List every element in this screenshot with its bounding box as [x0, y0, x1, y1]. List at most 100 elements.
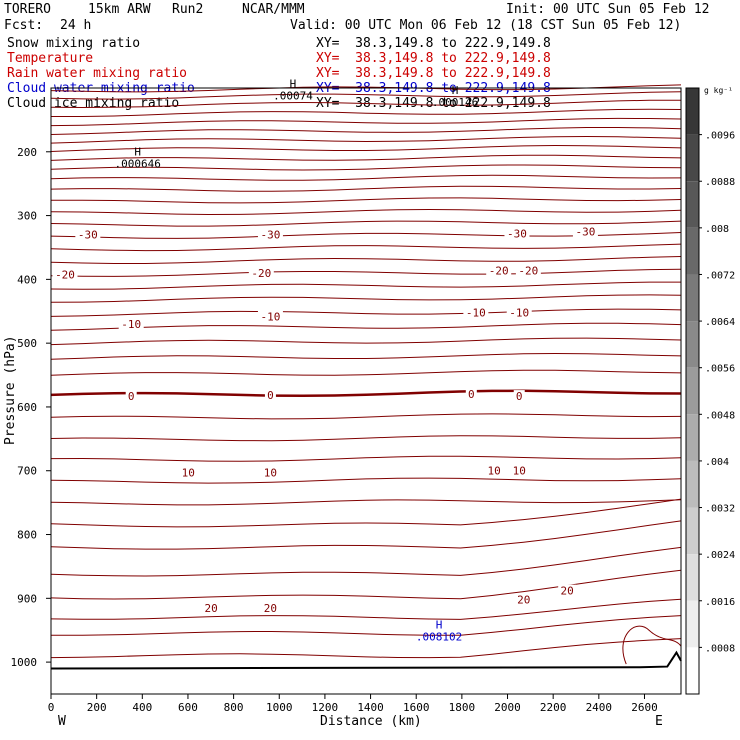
forecast-hour: 24 h — [60, 18, 92, 33]
east-end-label: E — [655, 714, 663, 729]
x-tick-label: 600 — [178, 701, 198, 714]
isotherm-line — [50, 281, 681, 290]
x-tick-label: 200 — [87, 701, 107, 714]
x-tick-label: 1000 — [266, 701, 293, 714]
x-tick-label: 1800 — [449, 701, 476, 714]
isotherm-line — [50, 598, 682, 620]
field-xy-cloud-ice: XY= 38.3,149.8 to 222.9,149.8 — [316, 96, 551, 111]
colorbar-swatch — [686, 367, 699, 415]
x-tick-label: 1600 — [403, 701, 430, 714]
contour-label: -10 — [260, 310, 280, 323]
colorbar: g kg⁻¹ .0096 .0088 .008 .0072 .0064 .0056 .0048… — [685, 86, 735, 695]
high-marker: H — [134, 145, 141, 158]
colorbar-swatch — [686, 227, 699, 275]
contour-label: -20 — [251, 267, 271, 280]
x-tick-label: 2600 — [631, 701, 658, 714]
field-name-rain: Rain water mixing ratio — [7, 66, 188, 81]
high-marker: H — [452, 84, 459, 97]
extremum-value: .008102 — [416, 631, 462, 644]
x-axis-title: Distance (km) — [320, 714, 422, 729]
axes: 0 200 400 600 800 1000 1200 1400 1600 1800 2000 220… — [11, 146, 658, 714]
isotherm-line — [50, 569, 682, 600]
valid-time: Valid: 00 UTC Mon 06 Feb 12 (18 CST Sun … — [290, 18, 682, 33]
colorbar-label: .0024 — [705, 550, 735, 561]
isotherm-line — [50, 498, 682, 528]
isotherm-line — [50, 220, 682, 227]
colorbar-swatch — [686, 274, 699, 322]
contour-label-bg — [257, 310, 283, 323]
contour-label: -20 — [489, 264, 509, 277]
contour-label-bg — [261, 466, 280, 479]
x-tick-label: 0 — [48, 701, 55, 714]
isotherm-line — [50, 389, 682, 398]
x-tick-label: 400 — [132, 701, 152, 714]
isotherm-line — [50, 208, 682, 216]
colorbar-label: .0096 — [705, 131, 735, 142]
contour-label: -30 — [260, 229, 280, 242]
contour-label: -30 — [507, 227, 527, 240]
y-tick-label: 300 — [17, 210, 37, 223]
contour-label: -30 — [575, 226, 595, 239]
contour-label: 20 — [561, 585, 574, 598]
y-tick-label: 800 — [17, 529, 37, 542]
plot-frame — [50, 87, 682, 695]
high-marker: H — [290, 78, 297, 91]
contour-label-bg — [125, 390, 137, 403]
isotherm-line — [50, 520, 682, 550]
contour-label-bg — [52, 268, 78, 281]
isotherm-line — [50, 99, 682, 109]
isotherm-line — [50, 174, 682, 181]
isotherm-line — [50, 615, 682, 636]
colorbar-swatch — [686, 414, 699, 461]
isotherm-line — [50, 369, 682, 376]
contour-label: 10 — [182, 467, 195, 480]
colorbar-unit: g kg⁻¹ — [704, 86, 733, 95]
y-axis-title: Pressure (hPa) — [3, 335, 18, 445]
colorbar-swatch — [686, 88, 699, 135]
isotherm-line — [50, 294, 682, 303]
isotherm-line — [50, 546, 682, 577]
contour-label-bg — [514, 593, 533, 606]
colorbar-label: .008 — [705, 224, 729, 235]
contour-label: 10 — [513, 465, 526, 478]
contour-label-bg — [118, 318, 144, 331]
colorbar-swatch — [686, 181, 699, 228]
contour-label: 0 — [516, 390, 523, 403]
contour-label-bg — [504, 227, 530, 240]
isotherm-line — [50, 322, 682, 331]
contour-label-bg — [513, 390, 525, 403]
contour-label: 0 — [468, 388, 475, 401]
colorbar-swatch — [686, 554, 699, 601]
isotherm-line — [50, 268, 682, 277]
colorbar-frame — [685, 87, 700, 695]
contour-label-bg — [572, 225, 598, 238]
closed-isotherm — [622, 625, 682, 665]
contour-label: 10 — [264, 467, 277, 480]
y-tick-label: 700 — [17, 465, 37, 478]
isotherm-line — [50, 127, 682, 135]
y-tick-label: 200 — [17, 146, 37, 159]
isotherm-line — [50, 135, 682, 144]
contour-label-bg — [257, 228, 283, 241]
model-resolution: 15km ARW — [88, 2, 151, 17]
x-tick-label: 2400 — [586, 701, 613, 714]
isotherm-line — [50, 477, 682, 484]
colorbar-swatch — [686, 460, 699, 508]
extremum-value: .000646 — [115, 157, 161, 170]
field-xy-snow: XY= 38.3,149.8 to 222.9,149.8 — [316, 36, 551, 51]
contour-label-bg — [465, 388, 477, 401]
colorbar-label: .0032 — [705, 504, 735, 515]
contour-label-bg — [506, 306, 532, 319]
colorbar-swatch — [686, 134, 699, 182]
isotherm-line — [50, 144, 682, 152]
y-tick-label: 1000 — [11, 656, 38, 669]
isotherm-line — [50, 455, 682, 462]
extremum-value: .000146 — [432, 96, 478, 109]
contour-label-bg — [510, 464, 529, 477]
isotherm-line — [50, 499, 682, 506]
contour-label: 10 — [488, 465, 501, 478]
y-tick-label: 600 — [17, 401, 37, 414]
contour-label-bg — [485, 464, 504, 477]
isotherm-line — [50, 164, 682, 171]
